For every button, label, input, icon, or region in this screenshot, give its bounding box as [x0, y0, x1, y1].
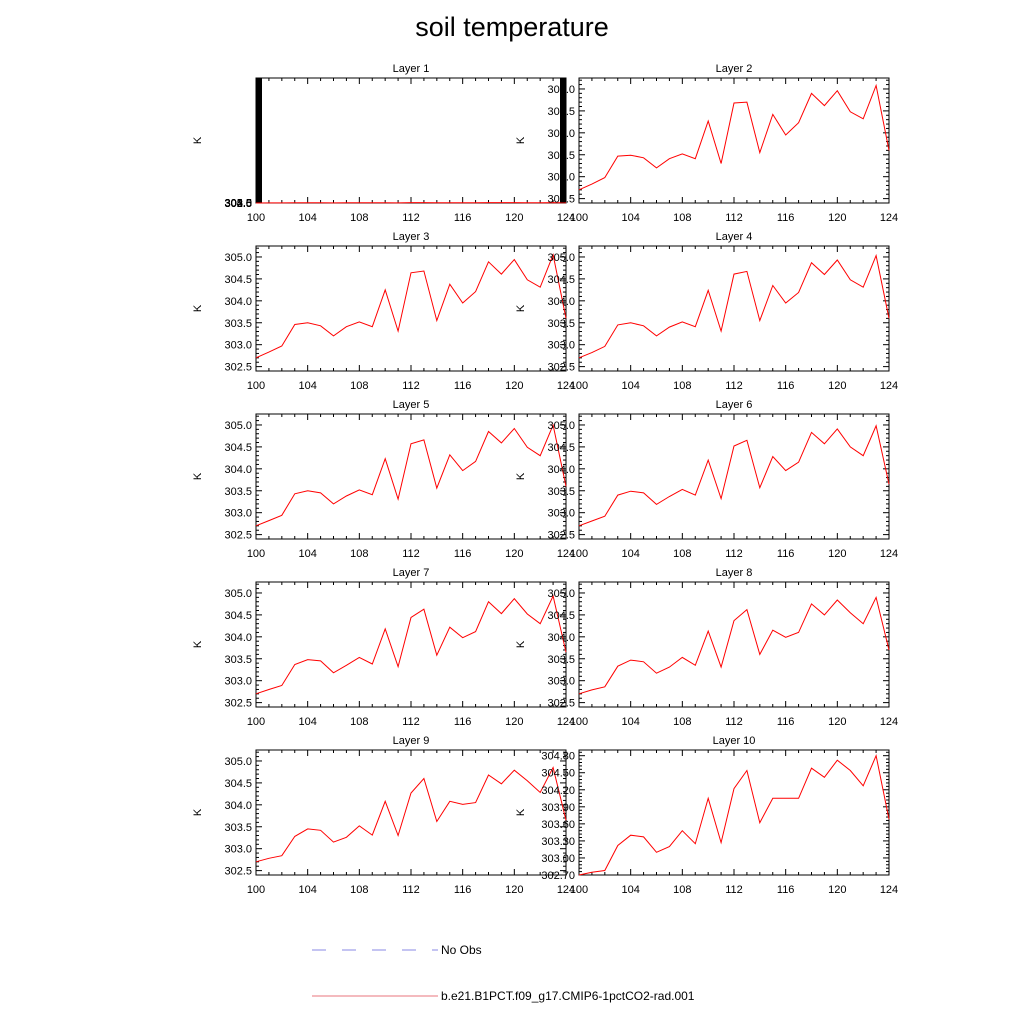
x-tick-label: 108 — [350, 212, 368, 224]
x-tick-label: 116 — [454, 212, 472, 224]
x-tick-label: 100 — [247, 212, 265, 224]
x-tick-label: 112 — [402, 212, 420, 224]
panel-title: Layer 1 — [393, 63, 430, 75]
x-tick-label: 104 — [298, 212, 316, 224]
page-title: soil temperature — [0, 12, 1024, 43]
x-tick-label: 124 — [557, 212, 575, 224]
x-tick-label: 120 — [505, 212, 523, 224]
